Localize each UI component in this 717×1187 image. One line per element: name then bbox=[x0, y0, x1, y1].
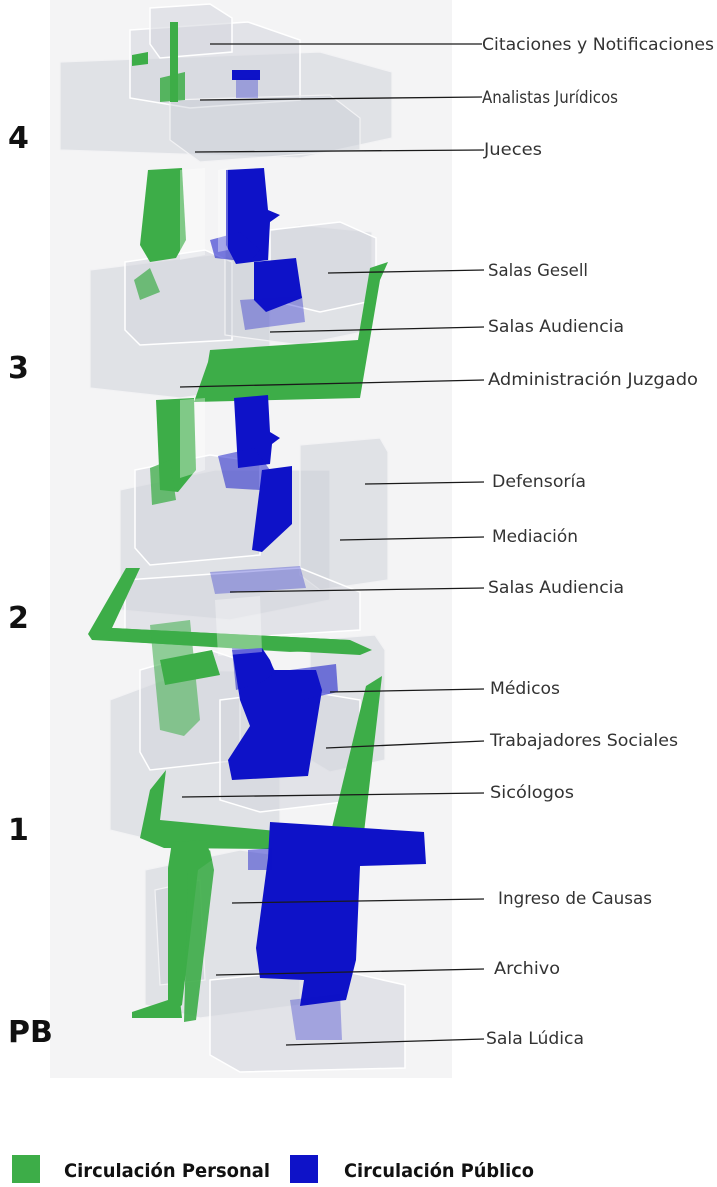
legend-publico-swatch bbox=[290, 1155, 318, 1183]
leader-lines bbox=[179, 43, 485, 1046]
personal-circulation bbox=[88, 22, 388, 1022]
label-archivo: Archivo bbox=[494, 959, 560, 979]
level-3-label: 3 bbox=[8, 351, 29, 386]
label-defensoria: Defensoría bbox=[492, 472, 586, 492]
label-ingreso: Ingreso de Causas bbox=[498, 889, 652, 909]
label-medicos: Médicos bbox=[490, 679, 560, 699]
label-mediacion: Mediación bbox=[492, 527, 578, 547]
label-salas-gesell: Salas Gesell bbox=[488, 261, 588, 281]
level-1-label: 1 bbox=[8, 813, 29, 848]
label-citaciones: Citaciones y Notificaciones bbox=[482, 35, 714, 55]
volume-highlights bbox=[180, 168, 262, 656]
label-analistas: Analistas Jurídicos bbox=[482, 88, 618, 108]
label-trabajadores: Trabajadores Sociales bbox=[489, 731, 678, 751]
level-4-label: 4 bbox=[8, 121, 29, 156]
label-salas-audiencia-3: Salas Audiencia bbox=[488, 317, 624, 337]
label-sala-ludica: Sala Lúdica bbox=[486, 1029, 584, 1049]
legend-personal-label: Circulación Personal bbox=[64, 1160, 270, 1182]
level-2-label: 2 bbox=[8, 601, 29, 636]
public-circulation bbox=[210, 70, 426, 1040]
level-pb-label: PB bbox=[8, 1015, 53, 1050]
legend-publico-label: Circulación Público bbox=[344, 1160, 534, 1182]
legend-personal-swatch bbox=[12, 1155, 40, 1183]
legend: Circulación Personal Circulación Público bbox=[12, 1155, 534, 1183]
label-sicologos: Sicólogos bbox=[490, 783, 574, 803]
label-administracion: Administración Juzgado bbox=[488, 370, 698, 390]
label-salas-audiencia-2: Salas Audiencia bbox=[488, 578, 624, 598]
label-jueces: Jueces bbox=[483, 140, 542, 160]
